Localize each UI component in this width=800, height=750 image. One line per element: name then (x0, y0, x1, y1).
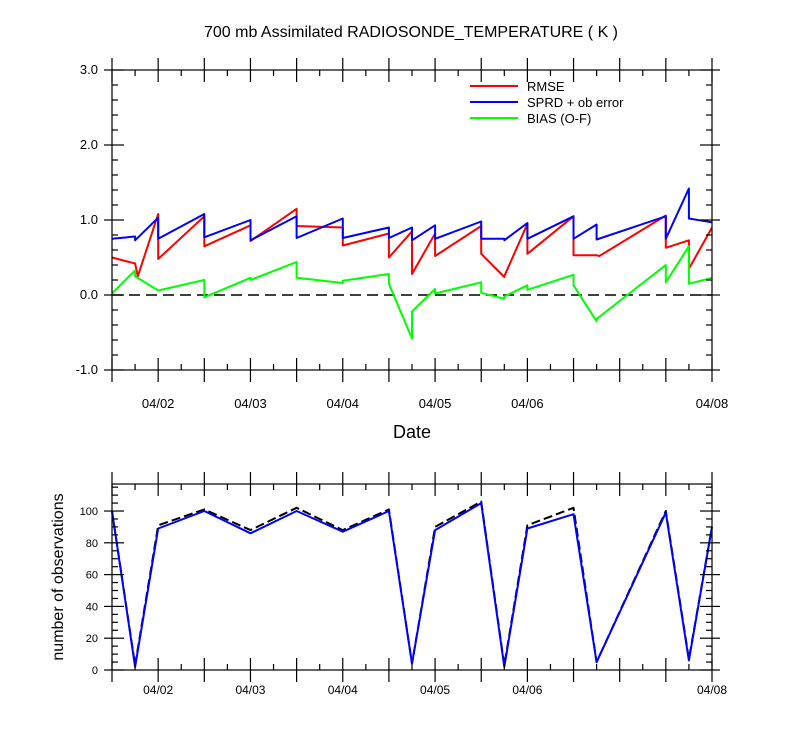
bottom-x-tick-label: 04/03 (235, 683, 265, 697)
legend-label: BIAS (O-F) (527, 111, 591, 126)
top-y-tick-label: -1.0 (76, 362, 98, 377)
bottom-y-tick-label: 0 (92, 665, 98, 677)
bottom-y-tick-label: 80 (86, 538, 98, 550)
bottom-x-tick-label: 04/05 (420, 683, 450, 697)
top-y-tick-label: 3.0 (80, 62, 98, 77)
bottom-series-group (111, 500, 713, 668)
bottom-y-tick-label: 20 (86, 633, 98, 645)
top-series-sprd-ob-error (111, 187, 713, 242)
bottom-y-tick-label: 100 (80, 506, 98, 518)
top-y-tick-label: 1.0 (80, 212, 98, 227)
bottom-x-tick-label: 04/08 (697, 683, 727, 697)
bottom-axis-ticks: 04/02 04/03 04/04 04/05 04/06 04/08 0 20 40 60 80 1… (80, 472, 727, 697)
top-series-bias-o-f (111, 245, 713, 340)
bottom-series-possible (111, 500, 713, 667)
top-y-tick-label: 0.0 (80, 287, 98, 302)
top-x-tick-label: 04/05 (419, 396, 452, 411)
bottom-x-tick-label: 04/06 (512, 683, 542, 697)
chart-title: 700 mb Assimilated RADIOSONDE_TEMPERATUR… (204, 24, 618, 41)
bottom-x-tick-label: 04/02 (143, 683, 173, 697)
top-series-rmse (111, 207, 713, 278)
top-x-tick-label: 04/03 (234, 396, 267, 411)
top-x-tick-label: 04/06 (511, 396, 544, 411)
bottom-series-used (111, 502, 713, 668)
top-x-tick-label: 04/04 (326, 396, 359, 411)
bottom-y-axis-label: number of observations (50, 493, 67, 660)
top-x-tick-label: 04/08 (696, 396, 729, 411)
top-x-axis-label: Date (393, 422, 431, 442)
bottom-y-tick-label: 60 (86, 570, 98, 582)
bottom-x-tick-label: 04/04 (328, 683, 358, 697)
top-y-tick-label: 2.0 (80, 137, 98, 152)
top-series-group (111, 187, 713, 340)
top-axis-ticks: 04/02 04/03 04/04 04/05 04/06 04/08 -1.0 0.0 1.0… (76, 58, 729, 411)
bottom-y-tick-label: 40 (86, 601, 98, 613)
top-x-tick-label: 04/02 (142, 396, 175, 411)
legend-label: RMSE (527, 79, 565, 94)
legend-label: SPRD + ob error (527, 95, 624, 110)
